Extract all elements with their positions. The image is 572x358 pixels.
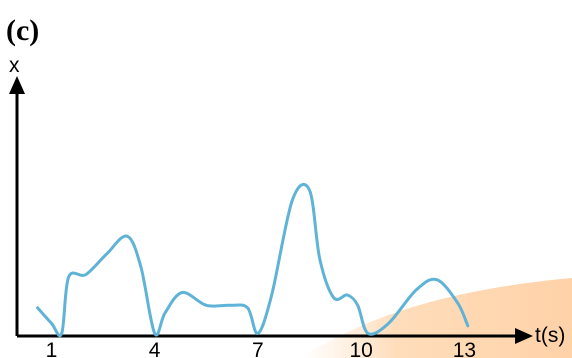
panel-label: (c): [6, 14, 39, 47]
x-tick-labels: 1 4 7 10 13: [46, 339, 476, 358]
x-tick-label: 13: [453, 339, 476, 358]
x-tick-label: 1: [46, 339, 58, 358]
background-watermark: [300, 278, 572, 358]
series-group: [36, 182, 470, 338]
x-tick-label: 10: [349, 339, 372, 358]
x-axis-arrow: [515, 328, 533, 344]
series-line: [36, 182, 470, 338]
x-tick-label: 7: [252, 339, 264, 358]
x-tick-label: 4: [149, 339, 161, 358]
y-axis-arrow: [9, 76, 25, 94]
y-axis-label: x: [9, 54, 20, 77]
x-axis-label: t(s): [535, 324, 565, 347]
